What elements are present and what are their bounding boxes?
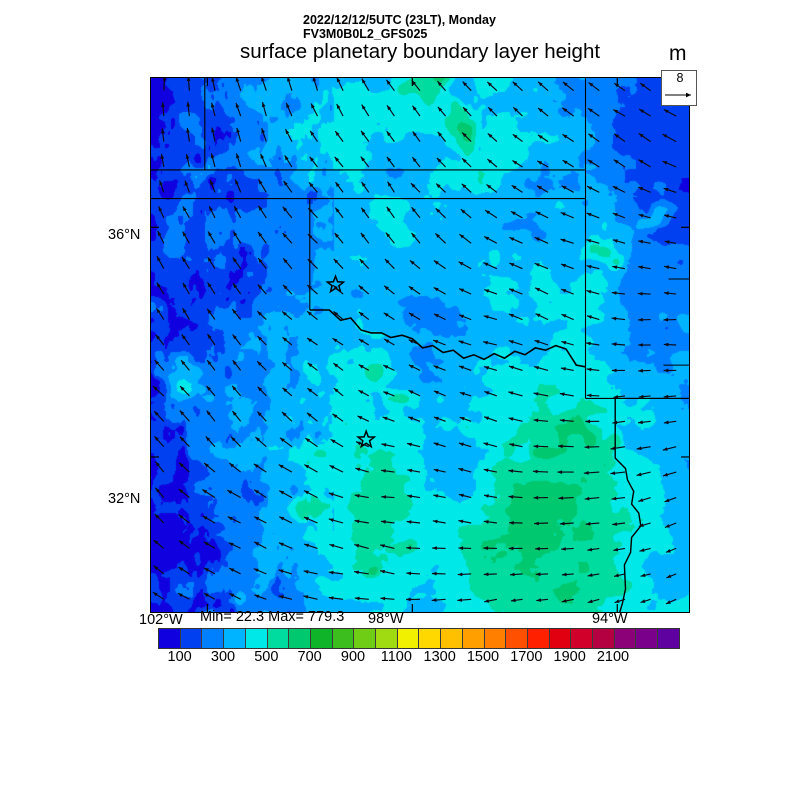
colorbar-segment <box>289 629 311 648</box>
colorbar-segment <box>376 629 398 648</box>
lon-tick-102w: 102°W <box>139 612 183 628</box>
colorbar-segment <box>224 629 246 648</box>
colorbar-tick: 1500 <box>466 649 500 665</box>
colorbar-segment <box>571 629 594 648</box>
colorbar-tick: 100 <box>167 649 192 665</box>
wind-scale-value: 8 <box>676 71 684 85</box>
colorbar-segment <box>397 629 420 648</box>
colorbar-segment <box>419 629 442 648</box>
colorbar-segment <box>202 629 225 648</box>
colorbar-tick: 900 <box>340 649 366 665</box>
colorbar-tick: 1100 <box>380 649 412 665</box>
datetime-header: 2022/12/12/5UTC (23LT), Monday <box>303 13 496 27</box>
units-label: m <box>669 42 687 65</box>
map-plot-area <box>150 77 690 613</box>
colorbar-segment <box>354 629 377 648</box>
colorbar-tick: 2100 <box>596 649 630 665</box>
colorbar-segment <box>441 629 463 648</box>
colorbar-segment <box>527 629 550 648</box>
colorbar-segment <box>506 629 528 648</box>
colorbar-segment <box>636 629 659 648</box>
colorbar-tick: 1700 <box>510 649 543 665</box>
colorbar-tick: 500 <box>254 649 279 665</box>
colorbar-tick: 300 <box>210 649 236 665</box>
lon-tick-98w: 98°W <box>368 611 404 627</box>
lon-tick-94w: 94°W <box>592 611 628 627</box>
colorbar-segment <box>245 629 268 648</box>
colorbar-segment <box>267 629 290 648</box>
page-title: surface planetary boundary layer height <box>239 40 601 63</box>
colorbar-segment <box>159 629 181 648</box>
model-header: FV3M0B0L2_GFS025 <box>303 27 428 41</box>
colorbar-tick: 700 <box>297 649 322 665</box>
lat-tick-36n: 36°N <box>108 227 141 243</box>
lat-tick-32n: 32°N <box>108 491 141 507</box>
colorbar-tick: 1900 <box>553 649 586 665</box>
pbl-height-contour-fill <box>151 78 689 612</box>
colorbar-segment <box>332 629 355 648</box>
colorbar-segment <box>549 629 572 648</box>
colorbar-segment <box>310 629 333 648</box>
colorbar-segment <box>658 629 679 648</box>
wind-scale-legend: 8 <box>661 70 697 106</box>
colorbar-segment <box>462 629 485 648</box>
colorbar-tick: 1300 <box>423 649 456 665</box>
colorbar-segment <box>614 629 637 648</box>
colorbar-tick-labels: 100 300 500 700 900 1100 1300 1500 1700 1900 2100 <box>158 649 678 669</box>
colorbar-segment <box>180 629 203 648</box>
right-arrow-icon <box>665 92 691 98</box>
min-max-annotation: Min= 22.3 Max= 779.3 <box>200 609 345 625</box>
colorbar-segment <box>484 629 507 648</box>
colorbar-segment <box>593 629 615 648</box>
colorbar <box>158 628 680 649</box>
